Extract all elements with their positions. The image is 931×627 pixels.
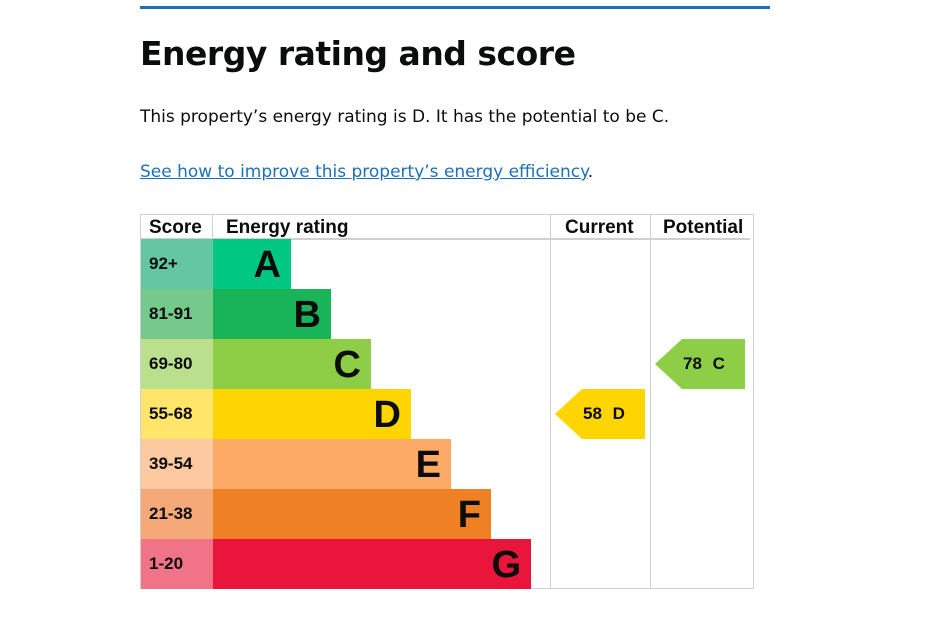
current-rating-arrow: 58 D [555, 389, 645, 439]
band-bar: C [213, 339, 371, 389]
band-bar: D [213, 389, 411, 439]
potential-letter: C [712, 354, 725, 373]
band-score: 39-54 [141, 439, 213, 489]
potential-score: 78 [683, 354, 702, 373]
header-energy-rating: Energy rating [226, 217, 349, 238]
band-score: 69-80 [141, 339, 213, 389]
band-bar: G [213, 539, 531, 589]
band-bar: F [213, 489, 491, 539]
rating-summary: This property’s energy rating is D. It h… [140, 107, 670, 127]
current-letter: D [612, 404, 625, 423]
improve-efficiency-link[interactable]: See how to improve this property’s energ… [140, 162, 588, 182]
potential-rating-arrow: 78 C [655, 339, 745, 389]
header-potential: Potential [663, 217, 744, 238]
header-score: Score [149, 217, 202, 238]
band-bar: A [213, 239, 291, 289]
band-score: 1-20 [141, 539, 213, 589]
header-row [141, 215, 750, 240]
band-bar: B [213, 289, 331, 339]
band-score: 21-38 [141, 489, 213, 539]
section-rule [140, 6, 770, 9]
divider [550, 215, 551, 588]
page-title: Energy rating and score [140, 34, 576, 73]
link-suffix: . [587, 162, 594, 182]
band-score: 92+ [141, 239, 213, 289]
divider [650, 215, 651, 588]
divider [212, 215, 213, 240]
header-current: Current [565, 217, 634, 238]
band-bar: E [213, 439, 451, 489]
energy-rating-table: Score Energy rating Current Potential 92… [140, 214, 754, 589]
band-score: 81-91 [141, 289, 213, 339]
band-score: 55-68 [141, 389, 213, 439]
current-score: 58 [583, 404, 602, 423]
improve-link-line: See how to improve this property’s energ… [140, 162, 593, 182]
